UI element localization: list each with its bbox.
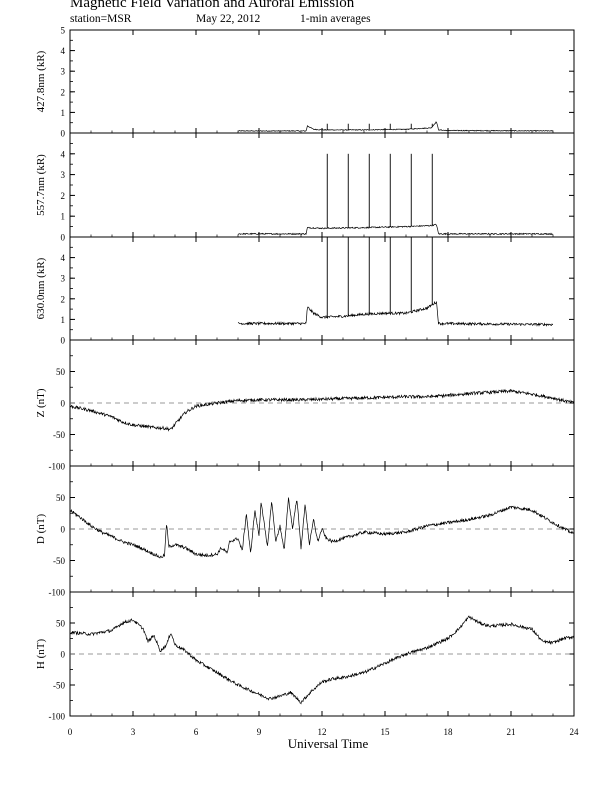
panel-D: -100 -50 0 50 D (nT) [35, 465, 575, 598]
y-axis-label-427: 427.8nm (kR) [35, 50, 47, 112]
y-tick-label-427: 2 [61, 87, 66, 97]
x-tick-label: 6 [194, 727, 199, 737]
y-tick-label-H: -50 [53, 681, 65, 691]
x-axis-label: Universal Time [288, 736, 369, 751]
y-tick-label-630: 2 [61, 294, 66, 304]
y-tick-label-427: 3 [61, 67, 66, 77]
y-tick-label-Z: 0 [61, 399, 66, 409]
x-tick-label: 9 [257, 727, 262, 737]
y-tick-label-557: 1 [61, 212, 66, 222]
date-label: May 22, 2012 [196, 13, 261, 25]
y-tick-label-557: 4 [61, 149, 66, 159]
y-tick-label-H: 50 [56, 619, 66, 629]
panel-frame-427 [69, 29, 575, 134]
y-tick-label-Z: -50 [53, 430, 65, 440]
y-tick-label-557: 3 [61, 170, 66, 180]
series-line-Z [69, 388, 575, 432]
panel-Z: -100 -50 0 50 Z (nT) [35, 339, 575, 472]
y-tick-label-427: 4 [61, 46, 66, 56]
panel-427: 0 1 2 3 4 5 427.8nm (kR) [35, 26, 575, 139]
panels-layer: 0 1 2 3 4 5 427.8nm (kR) 0 1 2 3 4 557.7nm (kR) 0 1 2 3 4… [35, 26, 575, 722]
series-line-427 [237, 121, 554, 132]
y-axis-label-630: 630.0nm (kR) [35, 257, 47, 319]
averaging-label: 1-min averages [300, 13, 371, 25]
y-tick-label-H: -100 [49, 712, 66, 722]
x-tick-label: 21 [507, 727, 516, 737]
y-tick-label-D: 0 [61, 525, 66, 535]
series-line-H [69, 615, 575, 705]
panel-H: -100 -50 0 50 H (nT) [35, 591, 575, 722]
x-tick-label: 18 [444, 727, 454, 737]
y-axis-label-557: 557.7nm (kR) [35, 154, 47, 216]
y-tick-label-427: 0 [61, 129, 66, 139]
station-label: station=MSR [70, 13, 132, 25]
y-axis-label-H: H (nT) [35, 639, 47, 670]
y-tick-label-630: 4 [61, 253, 66, 263]
y-tick-label-630: 0 [61, 336, 66, 346]
x-tick-label: 12 [318, 727, 327, 737]
y-tick-label-557: 2 [61, 191, 66, 201]
x-tick-label: 15 [381, 727, 391, 737]
y-tick-label-Z: 50 [56, 367, 66, 377]
y-tick-label-630: 1 [61, 315, 66, 325]
x-axis: 0 3 6 9 12 15 18 21 24 [68, 727, 579, 737]
x-tick-label: 3 [131, 727, 136, 737]
y-tick-label-D: 50 [56, 493, 66, 503]
x-tick-label: 0 [68, 727, 73, 737]
panel-557: 0 1 2 3 4 557.7nm (kR) [35, 132, 575, 243]
panel-630: 0 1 2 3 4 630.0nm (kR) [35, 236, 575, 346]
y-tick-label-630: 3 [61, 274, 66, 284]
series-line-D [69, 497, 575, 559]
y-tick-label-427: 5 [61, 26, 66, 36]
panel-frame-557 [69, 132, 575, 238]
y-axis-label-Z: Z (nT) [35, 388, 47, 417]
y-tick-label-557: 0 [61, 233, 66, 243]
series-line-630 [237, 300, 554, 327]
y-tick-label-D: -100 [49, 588, 66, 598]
chart-title: Magnetic Field Variation and Auroral Emi… [70, 0, 355, 11]
y-axis-label-D: D (nT) [35, 514, 47, 545]
y-tick-label-D: -50 [53, 556, 65, 566]
x-tick-label: 24 [570, 727, 580, 737]
y-tick-label-427: 1 [61, 108, 66, 118]
y-tick-label-Z: -100 [49, 462, 66, 472]
series-line-557 [237, 223, 554, 236]
y-tick-label-H: 0 [61, 650, 66, 660]
